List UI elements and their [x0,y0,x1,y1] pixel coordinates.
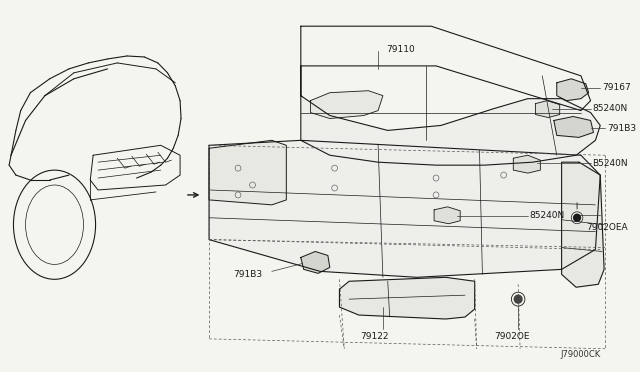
Text: B5240N: B5240N [593,159,628,168]
Polygon shape [209,140,286,205]
Polygon shape [339,277,475,319]
Polygon shape [434,207,460,224]
Polygon shape [562,162,604,287]
Text: 791B3: 791B3 [607,124,636,133]
Text: 7902OE: 7902OE [494,332,529,341]
Text: J79000CK: J79000CK [560,350,600,359]
Text: 79167: 79167 [602,83,631,92]
Polygon shape [301,251,330,273]
Polygon shape [554,116,593,137]
Text: 79110: 79110 [386,45,415,54]
Text: 85240N: 85240N [593,104,628,113]
Text: 7902OEA: 7902OEA [586,223,627,232]
Polygon shape [301,66,600,165]
Circle shape [515,295,522,303]
Polygon shape [557,79,589,101]
Text: 79122: 79122 [361,332,389,341]
Text: 85240N: 85240N [530,211,565,220]
Text: 791B3: 791B3 [233,270,262,279]
Polygon shape [310,91,383,119]
Polygon shape [536,101,559,118]
Polygon shape [513,155,540,173]
Circle shape [573,214,580,221]
Polygon shape [209,140,600,277]
